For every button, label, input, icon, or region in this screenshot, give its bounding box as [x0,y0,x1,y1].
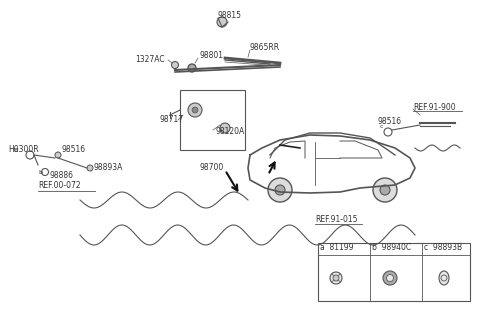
Circle shape [220,123,230,133]
Text: 9865RR: 9865RR [250,44,280,53]
Text: 98120A: 98120A [215,128,244,137]
Bar [318,243,470,301]
Text: 98516: 98516 [378,118,402,127]
Text: b  98940C: b 98940C [372,244,411,253]
Text: 98717: 98717 [160,115,184,124]
Circle shape [333,275,339,281]
Circle shape [87,165,93,171]
Circle shape [383,271,397,285]
Text: 98886: 98886 [50,170,74,179]
Text: 98516: 98516 [62,146,86,155]
Text: 1327AC: 1327AC [135,55,165,64]
Text: 98801: 98801 [200,52,224,61]
Text: a  81199: a 81199 [320,244,353,253]
Text: REF.91-015: REF.91-015 [315,216,358,225]
Circle shape [275,185,285,195]
Circle shape [217,17,227,27]
Circle shape [55,152,61,158]
Ellipse shape [439,271,449,285]
Circle shape [268,178,292,202]
Text: 98893A: 98893A [94,164,123,173]
Bar [180,90,245,150]
Text: REF.91-900: REF.91-900 [413,103,456,112]
Circle shape [188,103,202,117]
Circle shape [171,62,179,68]
Text: REF.00-072: REF.00-072 [38,181,81,190]
Circle shape [188,64,196,72]
Text: b: b [38,169,42,174]
Text: H0300R: H0300R [8,146,38,155]
Circle shape [373,178,397,202]
Text: 98815: 98815 [218,12,242,21]
Circle shape [386,275,394,281]
Text: c: c [380,124,384,129]
Circle shape [330,272,342,284]
Text: 98700: 98700 [200,164,224,173]
Text: a: a [14,147,18,153]
Circle shape [380,185,390,195]
Text: c  98893B: c 98893B [424,244,462,253]
Circle shape [192,107,198,113]
